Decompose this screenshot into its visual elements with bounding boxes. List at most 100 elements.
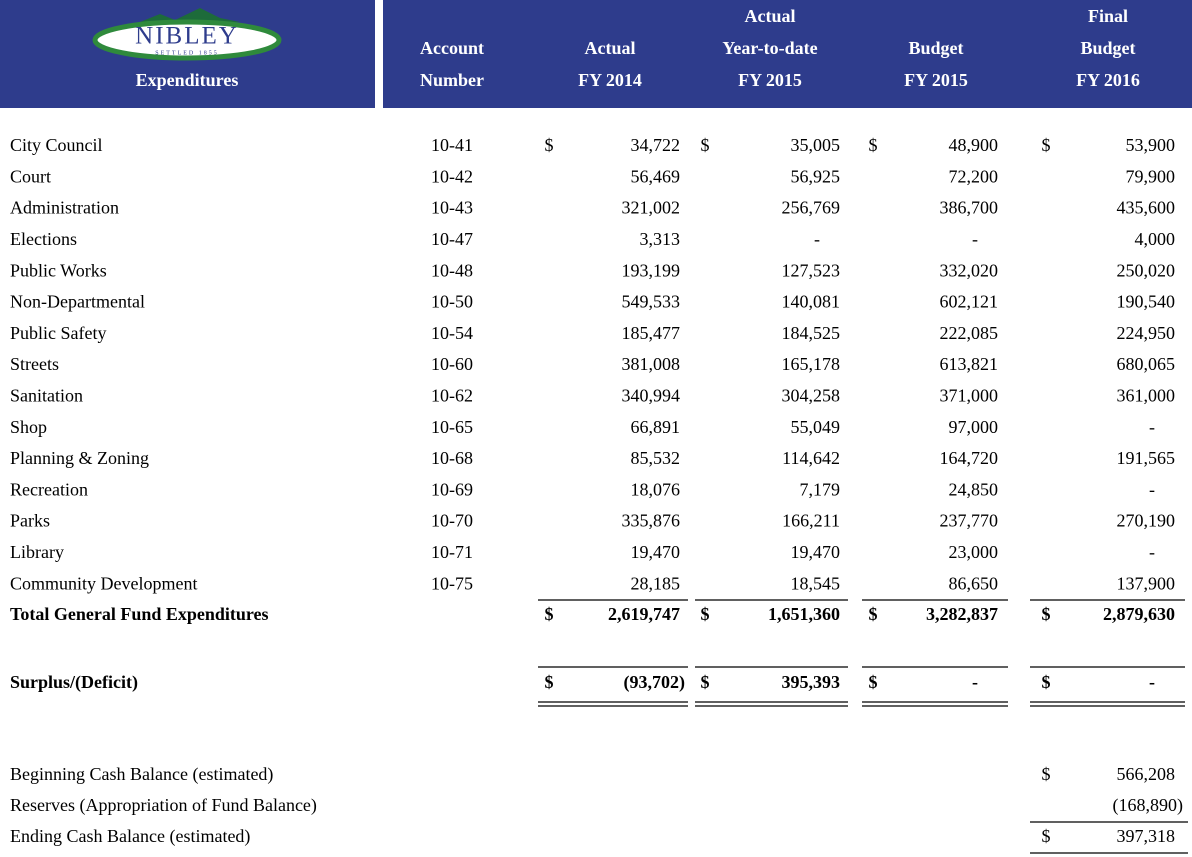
amount: 332,020 (940, 260, 999, 280)
amount: 602,121 (940, 292, 999, 312)
amount: 395,393 (782, 672, 841, 692)
amount: 164,720 (940, 448, 999, 468)
amount: 381,008 (622, 354, 681, 374)
amount: 19,470 (631, 542, 681, 562)
amount: 18,076 (631, 479, 681, 499)
amount: 4,000 (1135, 229, 1176, 249)
row-label: Streets (10, 354, 59, 374)
currency: $ (701, 672, 710, 692)
row-label: City Council (10, 135, 103, 155)
amount: - (972, 229, 978, 249)
column-header: FY 2014 (578, 70, 642, 90)
amount: (168,890) (1113, 795, 1184, 816)
amount: 140,081 (782, 292, 841, 312)
currency: $ (545, 604, 554, 624)
amount: 184,525 (782, 323, 841, 343)
amount: 190,540 (1117, 292, 1176, 312)
amount: 66,891 (631, 417, 681, 437)
amount: - (972, 672, 978, 692)
account-number: 10-75 (431, 573, 473, 593)
cash-label: Ending Cash Balance (estimated) (10, 826, 250, 847)
account-number: 10-71 (431, 542, 473, 562)
amount: - (814, 229, 820, 249)
amount: 137,900 (1117, 573, 1176, 593)
amount: 371,000 (940, 386, 999, 406)
cash-label: Reserves (Appropriation of Fund Balance) (10, 795, 317, 816)
amount: 56,925 (791, 166, 841, 186)
amount: 270,190 (1117, 511, 1176, 531)
amount: 35,005 (791, 135, 841, 155)
amount: 127,523 (782, 260, 841, 280)
amount: 19,470 (791, 542, 841, 562)
amount: 56,469 (631, 166, 681, 186)
column-header: Actual (585, 38, 636, 58)
column-header: Budget (908, 38, 963, 58)
column-header: Actual (745, 6, 796, 26)
row-label: Non-Departmental (10, 292, 145, 312)
amount: 549,533 (622, 292, 681, 312)
amount: - (1149, 417, 1155, 437)
amount: 191,565 (1117, 448, 1176, 468)
amount: 435,600 (1117, 198, 1176, 218)
column-header: Account (420, 38, 484, 58)
amount: 386,700 (940, 198, 999, 218)
amount: 361,000 (1117, 386, 1176, 406)
surplus-label: Surplus/(Deficit) (10, 672, 138, 693)
amount: 85,532 (631, 448, 681, 468)
amount: 613,821 (940, 354, 999, 374)
currency: $ (701, 135, 710, 155)
amount: 304,258 (782, 386, 841, 406)
column-header: FY 2016 (1076, 70, 1140, 90)
row-label: Shop (10, 417, 47, 437)
currency: $ (1042, 672, 1051, 692)
header-band (383, 0, 1192, 108)
amount: 1,651,360 (768, 604, 840, 624)
currency: $ (1042, 135, 1051, 155)
account-number: 10-54 (431, 323, 473, 343)
amount: 2,879,630 (1103, 604, 1175, 624)
amount: 224,950 (1117, 323, 1176, 343)
currency: $ (869, 604, 878, 624)
amount: 24,850 (949, 479, 999, 499)
row-label: Elections (10, 229, 77, 249)
amount: 680,065 (1117, 354, 1176, 374)
amount: 222,085 (940, 323, 999, 343)
column-header: FY 2015 (738, 70, 802, 90)
amount: - (1149, 479, 1155, 499)
amount: 193,199 (622, 260, 681, 280)
logo-mountains (135, 8, 240, 24)
account-number: 10-50 (431, 292, 473, 312)
column-header: Budget (1080, 38, 1135, 58)
row-label: Administration (10, 198, 119, 218)
row-label: Planning & Zoning (10, 448, 149, 468)
amount: 256,769 (782, 198, 841, 218)
amount: 166,211 (782, 511, 840, 531)
amount: 165,178 (782, 354, 841, 374)
account-number: 10-47 (431, 229, 473, 249)
amount: (93,702) (624, 672, 686, 693)
account-number: 10-69 (431, 479, 473, 499)
column-header: Expenditures (136, 70, 239, 90)
currency: $ (1042, 764, 1051, 784)
amount: 237,770 (940, 511, 999, 531)
currency: $ (869, 135, 878, 155)
amount: 86,650 (949, 573, 999, 593)
amount: 185,477 (622, 323, 681, 343)
account-number: 10-48 (431, 260, 473, 280)
amount: 28,185 (631, 573, 681, 593)
account-number: 10-42 (431, 166, 473, 186)
account-number: 10-60 (431, 354, 473, 374)
amount: 397,318 (1117, 826, 1176, 846)
currency: $ (1042, 604, 1051, 624)
row-label: Court (10, 166, 51, 186)
amount: 335,876 (622, 511, 681, 531)
amount: 340,994 (622, 386, 681, 406)
account-number: 10-43 (431, 198, 473, 218)
account-number: 10-70 (431, 511, 473, 531)
row-label: Recreation (10, 479, 88, 499)
amount: 566,208 (1117, 764, 1176, 784)
column-header: FY 2015 (904, 70, 968, 90)
account-number: 10-65 (431, 417, 473, 437)
amount: 97,000 (949, 417, 999, 437)
amount: 250,020 (1117, 260, 1176, 280)
